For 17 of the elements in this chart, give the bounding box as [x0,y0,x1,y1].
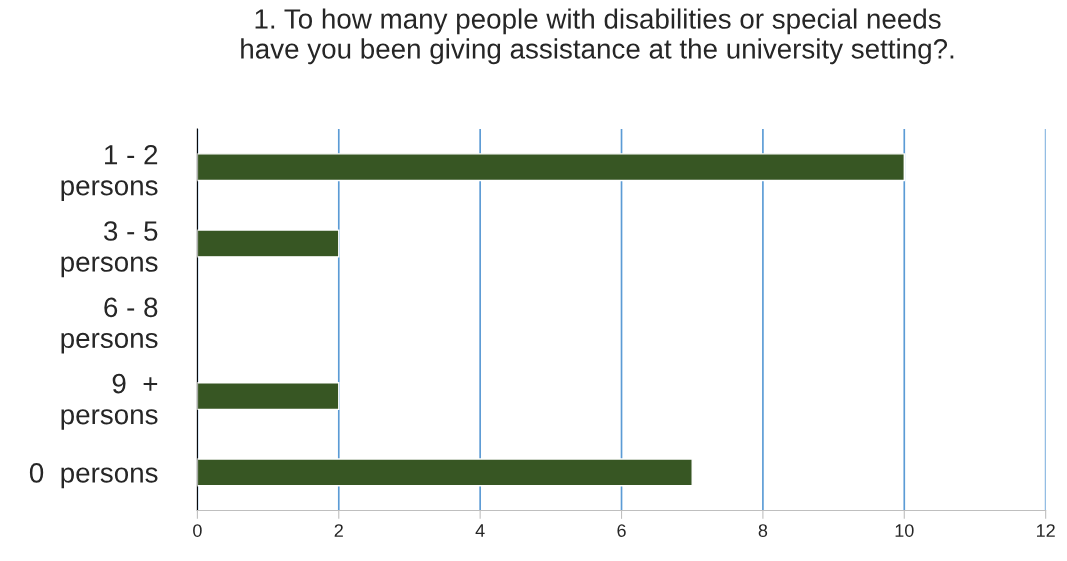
x-tick-label: 0 [193,524,202,537]
x-tick-label: 12 [1037,524,1055,537]
bar [197,229,340,258]
bar [197,153,905,182]
bar [197,458,693,487]
y-tick-label: 1 - 2 persons [61,144,158,201]
x-tick-label: 10 [895,524,914,537]
chart-title: 1. To how many people with disabilities or special needs have you been giving assistance at the university setting?. [241,8,954,65]
y-tick-label: 9 + persons [61,373,158,430]
x-tick-label: 6 [617,524,626,537]
x-tick-label: 8 [758,524,768,537]
y-tick-label: 0 persons [29,463,158,489]
y-tick-label: 6 - 8 persons [61,297,158,354]
y-tick-label: 3 - 5 persons [61,221,158,278]
bar [197,382,340,411]
x-tick-label: 4 [475,524,485,537]
x-tick-label: 2 [334,524,343,537]
